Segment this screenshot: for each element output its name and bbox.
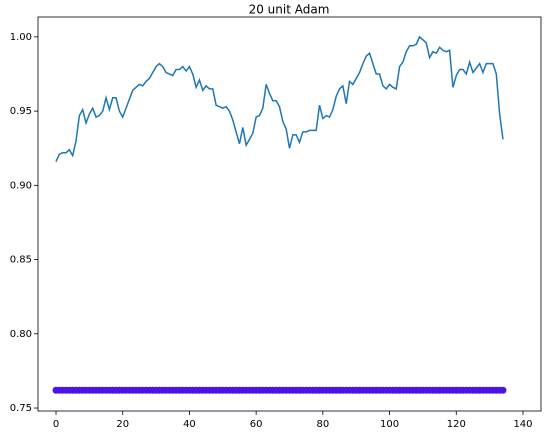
x-tick-label: 120: [447, 419, 466, 430]
plot-frame: [37, 16, 542, 412]
x-tick-label: 140: [513, 419, 532, 430]
x-tick-label: 0: [53, 419, 59, 430]
y-tick-label: 0.80: [10, 329, 32, 340]
x-tick-label: 20: [116, 419, 129, 430]
y-tick-label: 0.95: [10, 106, 32, 117]
y-tick-label: 0.75: [10, 403, 32, 414]
x-tick-label: 40: [183, 419, 196, 430]
y-tick-label: 1.00: [10, 32, 32, 43]
chart-title: 20 unit Adam: [249, 3, 330, 17]
x-tick-label: 80: [316, 419, 329, 430]
y-tick-label: 0.85: [10, 255, 32, 266]
scatter-point: [499, 386, 507, 394]
line-series: [55, 35, 504, 162]
y-tick-label: 0.90: [10, 180, 32, 191]
x-tick-label: 60: [250, 419, 263, 430]
x-tick-label: 100: [380, 419, 399, 430]
